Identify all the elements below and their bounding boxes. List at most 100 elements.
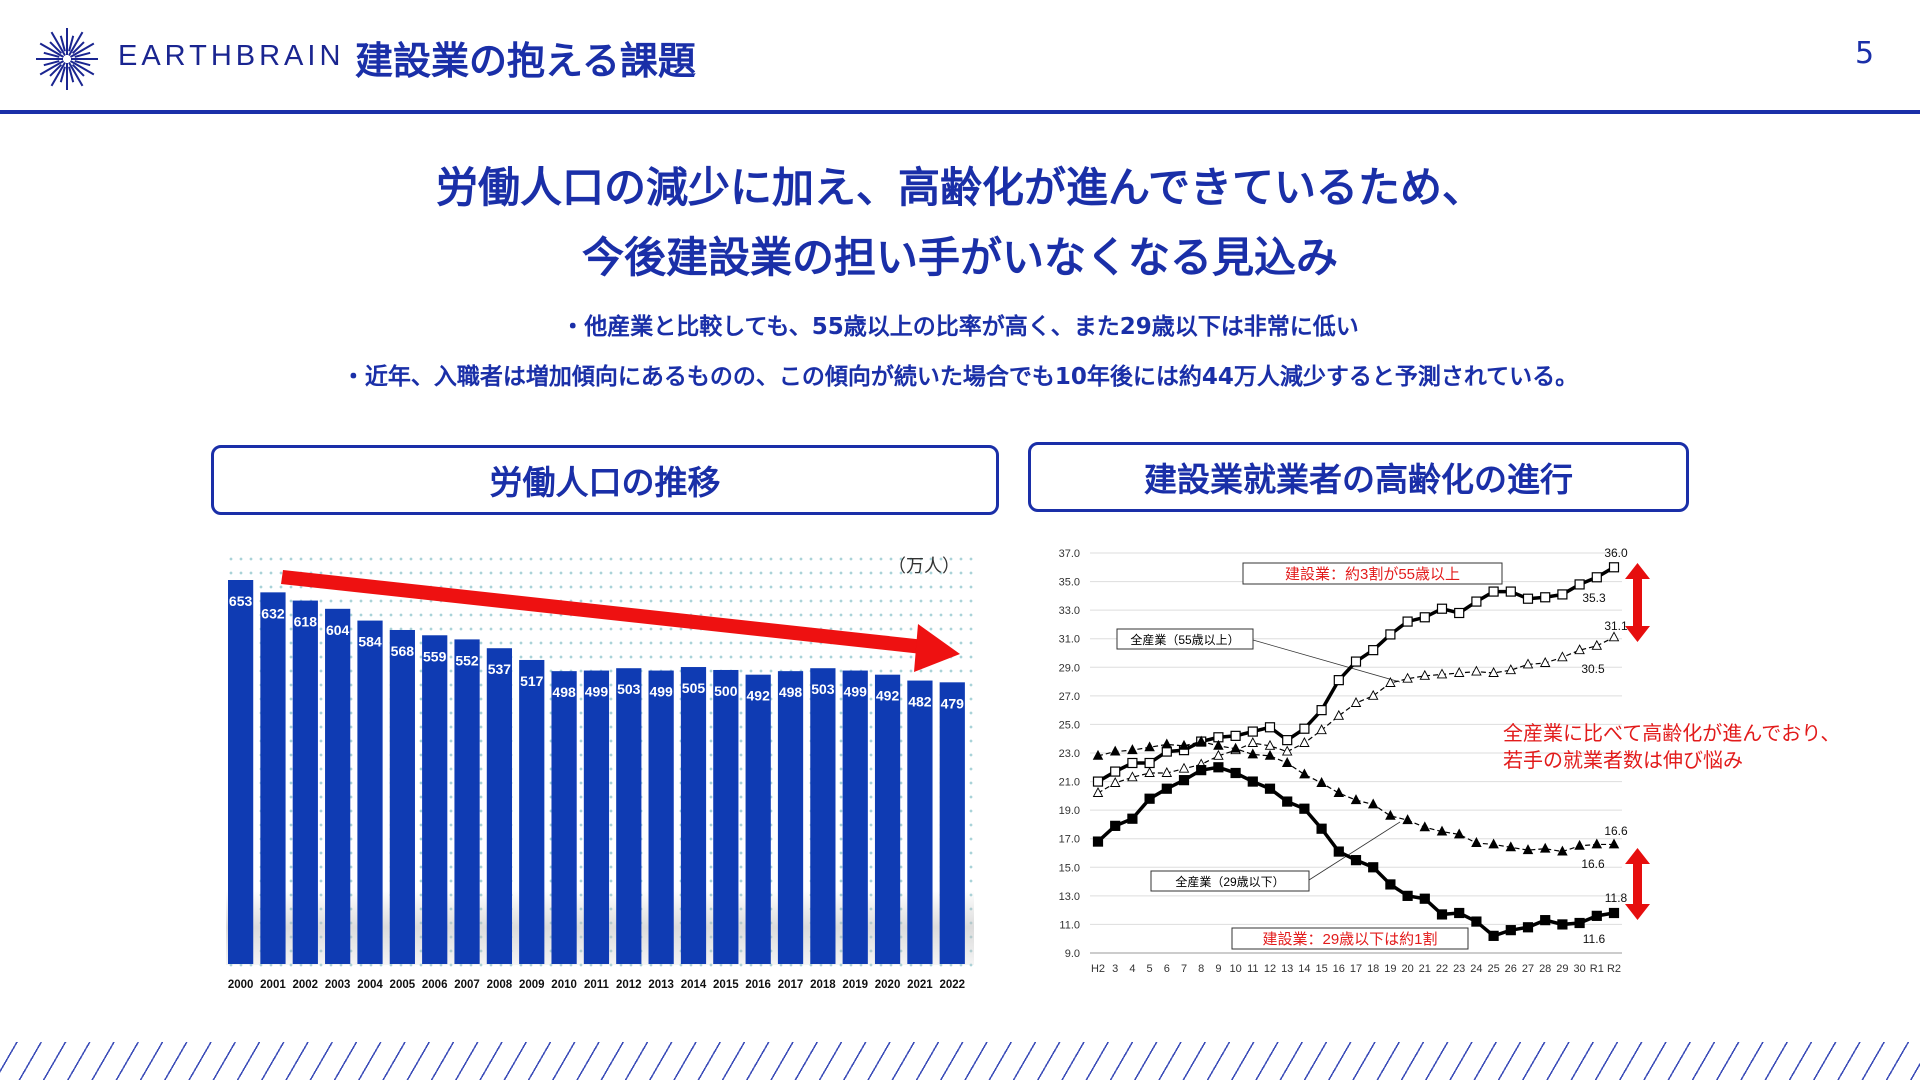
data-point-triangle: [1333, 709, 1345, 720]
y-tick-label: 23.0: [1059, 748, 1080, 760]
year-label: 2002: [293, 979, 319, 991]
data-point-triangle: [1350, 794, 1362, 805]
data-point-triangle: [1178, 739, 1190, 750]
data-point-triangle: [1161, 738, 1173, 749]
trend-arrow-shaft: [281, 570, 925, 654]
bar-2014: [680, 667, 707, 964]
x-tick-label: R2: [1607, 963, 1621, 975]
bar-2016: [745, 674, 771, 964]
data-point-triangle: [1436, 668, 1448, 679]
data-point-square: [1299, 723, 1310, 734]
data-point-triangle: [1230, 742, 1241, 753]
data-point-square: [1557, 919, 1568, 930]
section-title-left: 労働人口の推移: [489, 463, 721, 502]
data-point-square: [1540, 592, 1551, 603]
data-point-triangle: [1471, 665, 1482, 676]
data-point-triangle: [1436, 825, 1448, 836]
bar-2019: [842, 670, 868, 964]
data-point-triangle: [1402, 814, 1413, 825]
data-point-square: [1557, 589, 1568, 600]
data-point-triangle: [1385, 809, 1396, 820]
year-label: 2016: [745, 979, 771, 991]
logo-ray: [68, 66, 75, 83]
year-label: 2013: [648, 979, 674, 991]
bar-value-label: 568: [391, 643, 415, 659]
section-title-right: 建設業就業者の高齢化の進行: [1144, 460, 1573, 499]
annotation-construction-55: 建設業：約3割が55歳以上: [1285, 566, 1460, 583]
logo-ray: [74, 51, 91, 58]
bar-value-label: 482: [908, 694, 932, 710]
data-point-triangle: [1539, 842, 1551, 853]
data-point-triangle: [1247, 737, 1259, 747]
logo-ray: [69, 60, 95, 76]
bar-value-label: 653: [229, 593, 253, 609]
data-point-square: [1282, 796, 1293, 807]
logo-ray: [39, 60, 65, 76]
year-label: 2022: [939, 979, 965, 991]
data-point-square: [1316, 823, 1327, 834]
y-tick-label: 9.0: [1065, 948, 1080, 960]
data-point-square: [1471, 596, 1482, 607]
data-point-triangle: [1178, 762, 1190, 773]
data-point-triangle: [1419, 669, 1431, 680]
bar-2017: [777, 671, 804, 964]
data-point-triangle: [1522, 658, 1534, 669]
x-tick-label: 21: [1419, 963, 1431, 975]
data-point-square: [1230, 767, 1241, 779]
year-label: 2000: [228, 979, 254, 991]
year-label: 2010: [551, 979, 577, 991]
data-point-square: [1144, 757, 1155, 769]
data-point-triangle: [1488, 838, 1499, 849]
data-point-triangle: [1350, 697, 1362, 707]
data-point-square: [1608, 562, 1620, 573]
logo-ray: [43, 51, 60, 58]
bar-2009: [519, 659, 545, 964]
series-line: [1096, 765, 1615, 938]
y-tick-label: 15.0: [1059, 862, 1080, 874]
bar-2015: [713, 669, 739, 964]
data-point-square: [1471, 916, 1482, 927]
data-point-triangle: [1299, 768, 1310, 779]
logo-ray: [74, 60, 91, 67]
headline-line-1: 労働人口の減少に加え、高齢化が進んできているため、: [436, 163, 1484, 212]
data-point-triangle: [1127, 771, 1138, 782]
data-point-triangle: [1367, 689, 1379, 700]
data-point-triangle: [1281, 745, 1293, 756]
x-tick-label: 3: [1112, 963, 1118, 975]
bar-2022: [939, 682, 965, 964]
data-point-square: [1522, 593, 1534, 604]
headline-line-2: 今後建設業の担い手がいなくなる見込み: [581, 233, 1338, 282]
double-arrow-head-up: [1625, 848, 1650, 864]
data-value-label: 11.8: [1605, 891, 1628, 905]
bar-value-label: 492: [876, 688, 900, 704]
section-title-aging: 建設業就業者の高齢化の進行: [1028, 442, 1689, 512]
data-point-square: [1574, 917, 1585, 929]
year-label: 2008: [487, 979, 513, 991]
data-point-triangle: [1213, 739, 1224, 750]
bar-2001: [260, 592, 286, 964]
data-point-triangle: [1109, 777, 1121, 787]
data-point-square: [1230, 730, 1241, 741]
data-point-square: [1419, 893, 1430, 904]
data-point-triangle: [1195, 735, 1207, 746]
x-tick-label: 28: [1539, 963, 1551, 975]
annotation-all-29: 全産業（29歳以下）: [1175, 874, 1284, 889]
data-point-square: [1419, 612, 1430, 623]
data-point-triangle: [1522, 844, 1534, 855]
x-tick-label: 15: [1315, 963, 1327, 975]
unit-label: （万人）: [888, 556, 960, 576]
data-point-triangle: [1247, 748, 1259, 759]
x-tick-label: 13: [1281, 963, 1293, 975]
year-label: 2003: [325, 979, 351, 991]
x-tick-label: 29: [1556, 963, 1568, 975]
y-tick-label: 37.0: [1059, 548, 1080, 560]
data-point-square: [1161, 783, 1172, 794]
data-point-triangle: [1264, 739, 1276, 750]
logo-ray: [71, 63, 85, 77]
data-point-triangle: [1144, 741, 1155, 752]
data-point-square: [1505, 925, 1516, 936]
data-point-square: [1385, 879, 1396, 890]
data-point-triangle: [1471, 837, 1482, 847]
data-point-square: [1368, 645, 1379, 656]
bar-2011: [583, 670, 610, 964]
